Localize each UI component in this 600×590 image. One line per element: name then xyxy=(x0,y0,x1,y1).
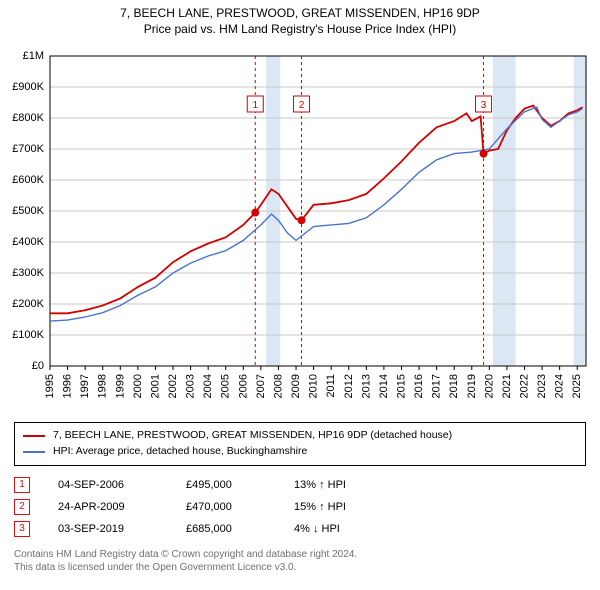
tx-price: £495,000 xyxy=(186,479,266,491)
svg-text:2006: 2006 xyxy=(237,374,249,398)
page-root: 7, BEECH LANE, PRESTWOOD, GREAT MISSENDE… xyxy=(0,0,600,575)
svg-text:2015: 2015 xyxy=(395,374,407,398)
svg-text:1995: 1995 xyxy=(44,374,56,398)
title-subtitle: Price paid vs. HM Land Registry's House … xyxy=(0,22,600,36)
svg-text:£200K: £200K xyxy=(12,298,44,310)
footer-line: This data is licensed under the Open Gov… xyxy=(14,561,586,575)
svg-text:£1M: £1M xyxy=(23,50,44,62)
svg-text:3: 3 xyxy=(481,100,487,111)
legend-item: 7, BEECH LANE, PRESTWOOD, GREAT MISSENDE… xyxy=(23,428,577,444)
tx-date: 03-SEP-2019 xyxy=(58,523,158,535)
svg-text:2002: 2002 xyxy=(167,374,179,398)
tx-badge: 1 xyxy=(14,477,30,493)
chart-area: £0 £100K £200K £300K £400K £500K £600K £700K £80… xyxy=(0,36,600,416)
svg-text:2016: 2016 xyxy=(413,374,425,398)
footer-attribution: Contains HM Land Registry data © Crown c… xyxy=(14,548,586,575)
svg-text:2004: 2004 xyxy=(202,374,214,398)
tx-delta: 4% ↓ HPI xyxy=(294,523,384,535)
transactions-table: 1 04-SEP-2006 £495,000 13% ↑ HPI 2 24-AP… xyxy=(14,474,586,540)
legend-label: 7, BEECH LANE, PRESTWOOD, GREAT MISSENDE… xyxy=(53,428,452,444)
svg-text:2000: 2000 xyxy=(132,374,144,398)
footer-line: Contains HM Land Registry data © Crown c… xyxy=(14,548,586,562)
svg-text:2008: 2008 xyxy=(272,374,284,398)
svg-text:2018: 2018 xyxy=(448,374,460,398)
svg-text:2019: 2019 xyxy=(466,374,478,398)
svg-text:2010: 2010 xyxy=(308,374,320,398)
svg-text:£700K: £700K xyxy=(12,143,44,155)
table-row: 2 24-APR-2009 £470,000 15% ↑ HPI xyxy=(14,496,586,518)
svg-text:2020: 2020 xyxy=(483,374,495,398)
svg-text:1: 1 xyxy=(252,100,258,111)
legend-swatch xyxy=(23,435,45,437)
svg-text:2001: 2001 xyxy=(149,374,161,398)
svg-text:2011: 2011 xyxy=(325,374,337,398)
svg-text:2017: 2017 xyxy=(431,374,443,398)
svg-text:2009: 2009 xyxy=(290,374,302,398)
tx-date: 24-APR-2009 xyxy=(58,501,158,513)
svg-text:2021: 2021 xyxy=(501,374,513,398)
svg-text:£400K: £400K xyxy=(12,236,44,248)
legend-item: HPI: Average price, detached house, Buck… xyxy=(23,444,577,460)
tx-date: 04-SEP-2006 xyxy=(58,479,158,491)
svg-text:£900K: £900K xyxy=(12,81,44,93)
svg-text:2023: 2023 xyxy=(536,374,548,398)
tx-delta: 13% ↑ HPI xyxy=(294,479,384,491)
svg-text:£100K: £100K xyxy=(12,329,44,341)
svg-text:£800K: £800K xyxy=(12,112,44,124)
tx-delta: 15% ↑ HPI xyxy=(294,501,384,513)
tx-price: £685,000 xyxy=(186,523,266,535)
legend-swatch xyxy=(23,451,45,453)
chart-svg: £0 £100K £200K £300K £400K £500K £600K £700K £80… xyxy=(0,36,600,416)
svg-text:1999: 1999 xyxy=(114,374,126,398)
svg-text:1998: 1998 xyxy=(97,374,109,398)
svg-text:2025: 2025 xyxy=(571,374,583,398)
svg-text:2013: 2013 xyxy=(360,374,372,398)
table-row: 3 03-SEP-2019 £685,000 4% ↓ HPI xyxy=(14,518,586,540)
legend-label: HPI: Average price, detached house, Buck… xyxy=(53,444,307,460)
tx-badge: 3 xyxy=(14,521,30,537)
svg-text:2005: 2005 xyxy=(220,374,232,398)
tx-badge: 2 xyxy=(14,499,30,515)
svg-text:2: 2 xyxy=(299,100,305,111)
svg-text:£0: £0 xyxy=(32,360,44,372)
svg-text:2024: 2024 xyxy=(554,374,566,398)
svg-text:1997: 1997 xyxy=(79,374,91,398)
legend: 7, BEECH LANE, PRESTWOOD, GREAT MISSENDE… xyxy=(14,422,586,466)
title-address: 7, BEECH LANE, PRESTWOOD, GREAT MISSENDE… xyxy=(0,6,600,20)
svg-text:1996: 1996 xyxy=(62,374,74,398)
tx-price: £470,000 xyxy=(186,501,266,513)
table-row: 1 04-SEP-2006 £495,000 13% ↑ HPI xyxy=(14,474,586,496)
svg-text:£300K: £300K xyxy=(12,267,44,279)
chart-titles: 7, BEECH LANE, PRESTWOOD, GREAT MISSENDE… xyxy=(0,0,600,36)
svg-text:2012: 2012 xyxy=(343,374,355,398)
svg-text:£500K: £500K xyxy=(12,205,44,217)
svg-text:2007: 2007 xyxy=(255,374,267,398)
svg-text:2022: 2022 xyxy=(518,374,530,398)
svg-text:£600K: £600K xyxy=(12,174,44,186)
svg-text:2003: 2003 xyxy=(185,374,197,398)
svg-text:2014: 2014 xyxy=(378,374,390,398)
